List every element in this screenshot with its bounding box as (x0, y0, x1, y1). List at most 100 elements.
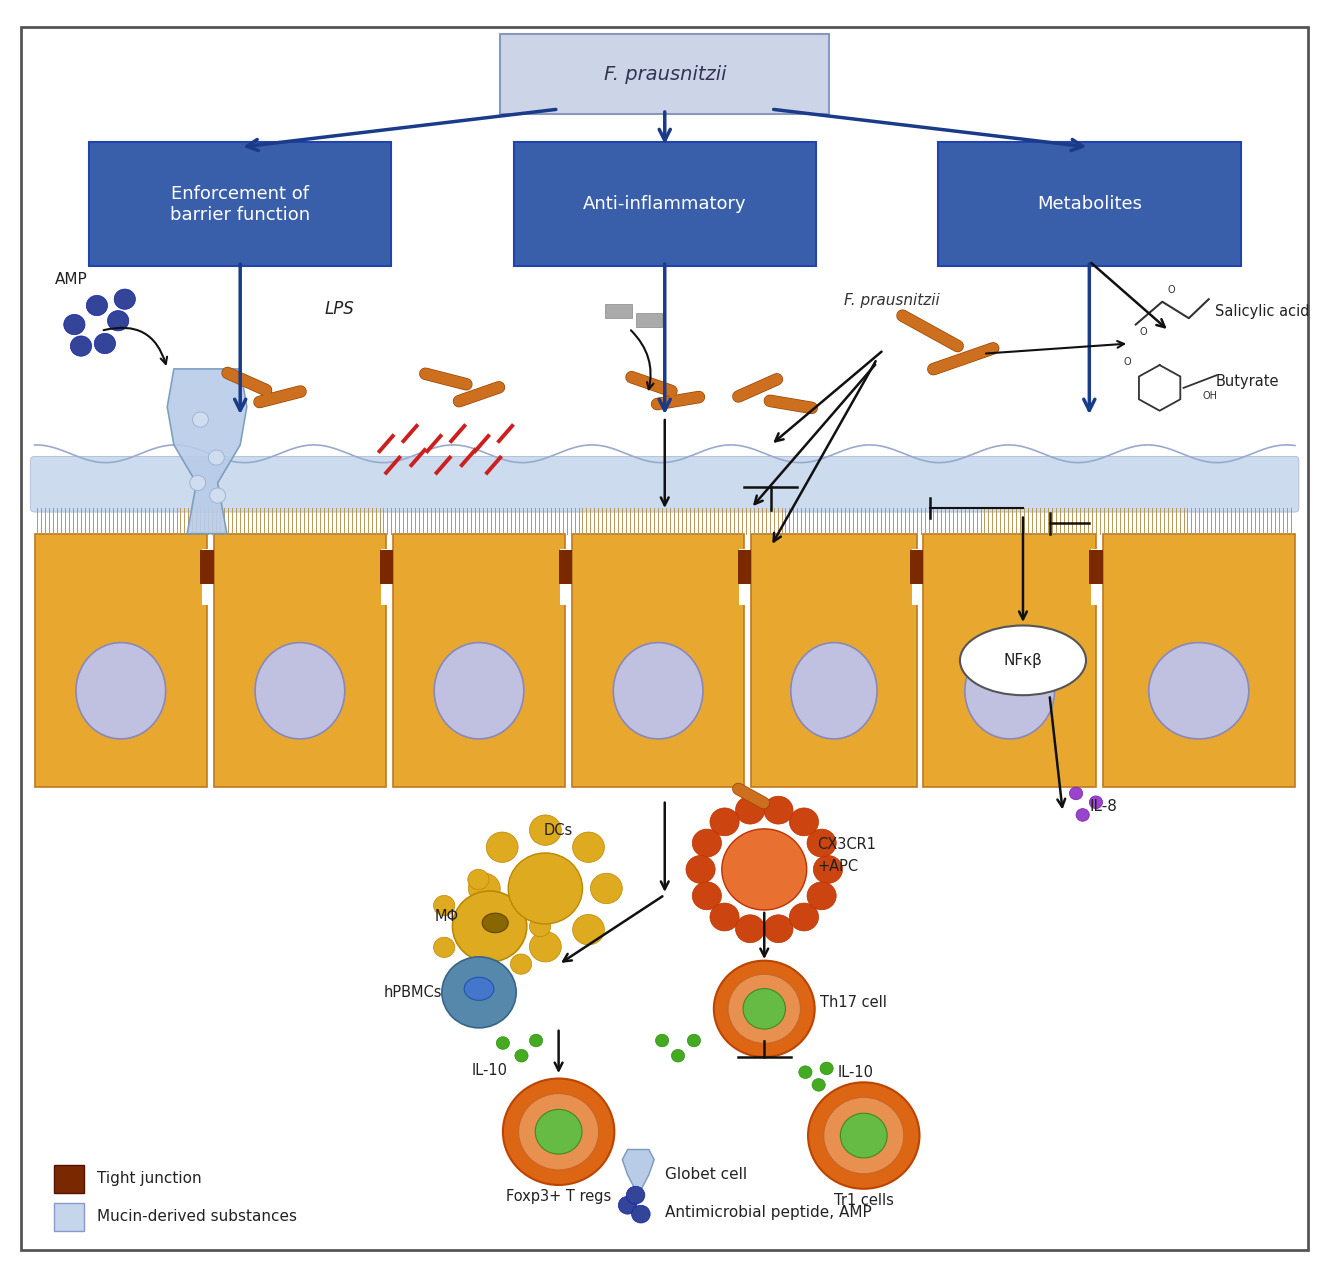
Circle shape (87, 296, 107, 316)
Text: IL-10: IL-10 (472, 1063, 508, 1078)
Circle shape (632, 1205, 651, 1223)
Circle shape (95, 334, 115, 353)
Circle shape (709, 903, 739, 931)
Circle shape (812, 1078, 826, 1091)
Circle shape (591, 874, 623, 904)
Text: Anti-inflammatory: Anti-inflammatory (582, 196, 747, 213)
Bar (911, 549, 922, 605)
Bar (35, 533, 207, 787)
Bar (572, 533, 744, 787)
Circle shape (64, 315, 86, 335)
Text: F. prausnitzii: F. prausnitzii (844, 293, 939, 309)
Text: IL-8: IL-8 (1089, 799, 1117, 814)
Text: O: O (1140, 326, 1148, 337)
Bar (1102, 533, 1295, 787)
Bar (558, 565, 572, 584)
Circle shape (799, 1066, 812, 1078)
Polygon shape (623, 1149, 655, 1190)
FancyBboxPatch shape (938, 142, 1241, 267)
Circle shape (709, 808, 739, 836)
Bar (55, 1203, 84, 1231)
Circle shape (510, 954, 532, 974)
Circle shape (764, 796, 794, 824)
Circle shape (728, 974, 800, 1044)
Ellipse shape (482, 913, 508, 932)
Circle shape (510, 879, 532, 899)
Circle shape (823, 1097, 904, 1173)
Circle shape (486, 832, 518, 862)
Bar (737, 565, 751, 584)
Circle shape (453, 892, 526, 961)
Circle shape (496, 1036, 509, 1049)
Circle shape (502, 1078, 615, 1185)
Bar (923, 533, 1096, 787)
Bar (1089, 565, 1102, 584)
Text: Enforcement of
barrier function: Enforcement of barrier function (170, 184, 310, 224)
Circle shape (71, 337, 92, 356)
Bar (910, 565, 923, 584)
Bar (55, 1165, 84, 1193)
Text: DCs: DCs (544, 823, 573, 838)
Circle shape (573, 914, 604, 945)
Circle shape (508, 853, 582, 925)
Circle shape (1069, 787, 1082, 800)
Bar (202, 549, 212, 605)
FancyBboxPatch shape (90, 142, 391, 267)
Bar (751, 533, 916, 787)
Ellipse shape (1149, 643, 1249, 739)
Ellipse shape (965, 643, 1054, 739)
Circle shape (468, 870, 489, 890)
Circle shape (764, 914, 794, 942)
Circle shape (529, 917, 550, 936)
Text: IL-10: IL-10 (838, 1064, 874, 1080)
Bar (558, 550, 572, 569)
Circle shape (814, 856, 843, 884)
Circle shape (190, 475, 206, 490)
Circle shape (808, 1082, 919, 1189)
FancyBboxPatch shape (513, 142, 816, 267)
Circle shape (692, 829, 721, 857)
Text: Foxp3+ T regs: Foxp3+ T regs (506, 1189, 612, 1204)
Circle shape (210, 488, 226, 503)
Text: hPBMCs: hPBMCs (383, 984, 442, 999)
Circle shape (736, 796, 764, 824)
Bar (379, 550, 393, 569)
Circle shape (736, 914, 764, 942)
Circle shape (713, 960, 815, 1057)
Circle shape (469, 874, 500, 904)
Ellipse shape (613, 643, 703, 739)
Circle shape (208, 450, 224, 465)
Bar (1089, 550, 1102, 569)
Bar (636, 314, 663, 328)
Circle shape (192, 411, 208, 427)
Circle shape (687, 1034, 700, 1046)
Circle shape (114, 290, 135, 310)
Text: Mucin-derived substances: Mucin-derived substances (98, 1209, 297, 1224)
Circle shape (486, 914, 518, 945)
Bar (214, 533, 386, 787)
Circle shape (1075, 809, 1089, 822)
Bar (737, 550, 751, 569)
Circle shape (529, 815, 561, 846)
Text: Th17 cell: Th17 cell (820, 994, 887, 1010)
Bar (379, 565, 393, 584)
Bar (605, 305, 632, 319)
FancyBboxPatch shape (31, 456, 1299, 512)
Bar (200, 565, 214, 584)
Ellipse shape (76, 643, 166, 739)
Ellipse shape (791, 643, 876, 739)
Text: CX3CR1: CX3CR1 (818, 837, 876, 852)
Circle shape (790, 808, 819, 836)
Text: Tr1 cells: Tr1 cells (834, 1193, 894, 1208)
Polygon shape (167, 368, 247, 533)
Circle shape (573, 832, 604, 862)
Ellipse shape (434, 643, 524, 739)
Circle shape (518, 1093, 599, 1170)
Text: Tight junction: Tight junction (98, 1171, 202, 1186)
Bar (560, 549, 570, 605)
Circle shape (619, 1196, 637, 1214)
Bar (393, 533, 565, 787)
Circle shape (807, 829, 836, 857)
Circle shape (529, 1034, 542, 1046)
Circle shape (840, 1114, 887, 1158)
